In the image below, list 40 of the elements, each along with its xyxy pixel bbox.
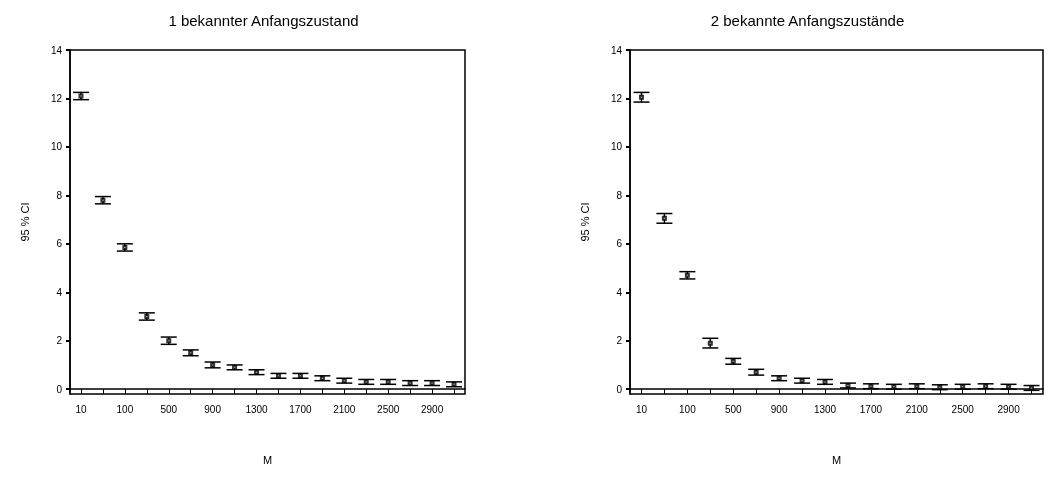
y-axis-title: 95 % CI [18, 202, 31, 242]
chart-title: 2 bekannte Anfangszustände [710, 12, 905, 29]
x-tick-label: 1700 [859, 403, 883, 415]
y-tick-label: 6 [56, 238, 63, 250]
x-tick-label: 500 [160, 403, 178, 415]
x-tick-label: 900 [204, 403, 222, 415]
x-axis-title: M [262, 453, 273, 466]
x-tick-label: 2500 [377, 403, 400, 415]
y-tick-label: 2 [616, 335, 623, 347]
x-tick-label: 100 [679, 403, 697, 415]
x-tick-label: 2900 [997, 403, 1021, 415]
y-axis-title: 95 % CI [578, 202, 591, 242]
y-tick-label: 10 [50, 141, 63, 153]
y-tick-label: 8 [616, 189, 623, 201]
y-tick-label: 0 [56, 383, 63, 395]
x-tick-label: 10 [75, 403, 87, 415]
x-tick-label: 100 [116, 403, 134, 415]
x-tick-label: 900 [770, 403, 788, 415]
x-tick-label: 2100 [333, 403, 356, 415]
x-tick-label: 2500 [951, 403, 975, 415]
y-tick-label: 14 [50, 44, 63, 56]
y-tick-label: 2 [56, 335, 63, 347]
x-tick-label: 2900 [420, 403, 444, 415]
x-tick-label: 1300 [813, 403, 837, 415]
y-tick-label: 12 [50, 92, 63, 104]
y-tick-label: 4 [616, 286, 623, 298]
y-tick-label: 14 [610, 44, 623, 56]
y-tick-label: 4 [56, 286, 63, 298]
y-tick-label: 10 [610, 141, 623, 153]
x-tick-label: 1700 [289, 403, 312, 415]
x-tick-label: 500 [724, 403, 743, 415]
x-tick-label: 2100 [905, 403, 929, 415]
x-tick-label: 1300 [245, 403, 269, 415]
y-tick-label: 6 [616, 238, 623, 250]
y-tick-label: 0 [616, 383, 623, 395]
x-axis-title: M [831, 453, 842, 466]
chart-title: 1 bekannter Anfangszustand [168, 12, 359, 29]
y-tick-label: 12 [610, 92, 623, 104]
y-tick-label: 8 [56, 189, 63, 201]
x-tick-label: 10 [635, 403, 648, 415]
